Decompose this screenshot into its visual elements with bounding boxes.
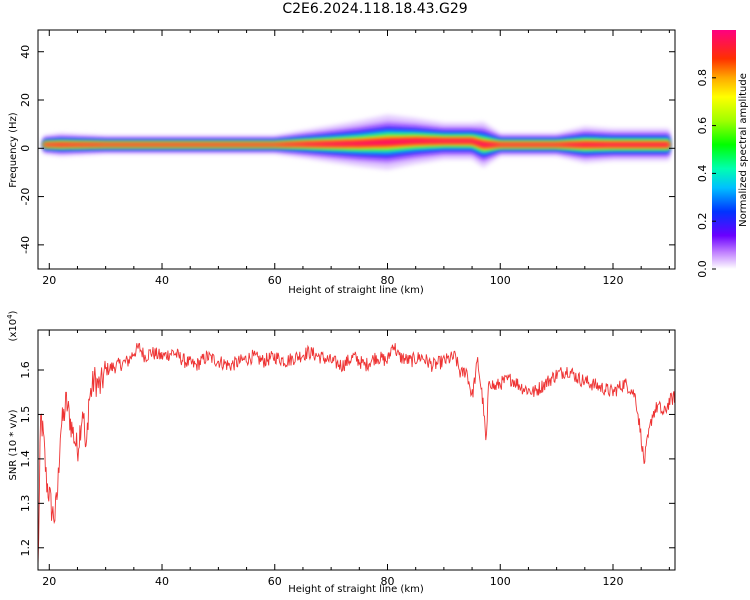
colorbar-label: Normalized spectral amplitude [738,73,749,227]
snr-series-line [38,342,675,566]
colorbar-tick-label: 0.8 [696,69,709,87]
colorbar-tick-label: 0.6 [696,117,709,135]
x-tick-label: 40 [155,575,169,588]
y-tick-label: -40 [19,236,32,254]
spectrogram-x-axis-label: Height of straight line (km) [288,285,424,296]
x-tick-label: 60 [268,575,282,588]
x-tick-label: 60 [268,274,282,287]
x-tick-label: 20 [42,575,56,588]
y-tick-label: 40 [19,45,32,59]
heatmap-band-7 [43,139,670,147]
x-tick-label: 120 [602,575,623,588]
spectrogram-y-axis-label: Frequency (Hz) [8,112,19,188]
y-tick-label: 0 [19,145,32,152]
x-tick-label: 100 [490,575,511,588]
y-tick-label: 1.4 [19,450,32,468]
snr-x-axis-label: Height of straight line (km) [288,584,424,595]
x-tick-label: 40 [155,274,169,287]
x-tick-label: 100 [490,274,511,287]
spectrogram-axes: 20 40 60 80 100 120 -40 -20 0 20 40 [19,30,675,287]
colorbar-ticks: 0.0 0.2 0.4 0.6 0.8 [696,69,716,278]
chart-title: C2E6.2024.118.18.43.G29 [282,1,468,17]
colorbar [712,30,736,269]
x-tick-label: 80 [381,575,395,588]
snr-y-axis-label: SNR (10 * v/v) [8,409,19,480]
colorbar-tick-label: 0.2 [696,212,709,230]
snr-plot-area [38,342,675,566]
x-tick-label: 80 [381,274,395,287]
colorbar-tick-label: 0.4 [696,165,709,183]
y-tick-label: 20 [19,93,32,107]
snr-axes: 20 40 60 80 100 120 1.2 1.3 1.4 1.5 1.6 [19,330,675,588]
snr-scale-label: (x104) [6,310,19,341]
y-tick-label: 1.2 [19,539,32,557]
snr-frame [37,329,676,571]
y-tick-label: 1.6 [19,361,32,379]
y-tick-label: 1.3 [19,495,32,513]
colorbar-tick-label: 0.0 [696,260,709,278]
spectrogram-heatmap [43,114,670,170]
spectrogram-frame [37,29,676,270]
y-tick-label: 1.5 [19,406,32,424]
x-tick-label: 20 [42,274,56,287]
y-tick-label: -20 [19,188,32,206]
x-tick-label: 120 [602,274,623,287]
